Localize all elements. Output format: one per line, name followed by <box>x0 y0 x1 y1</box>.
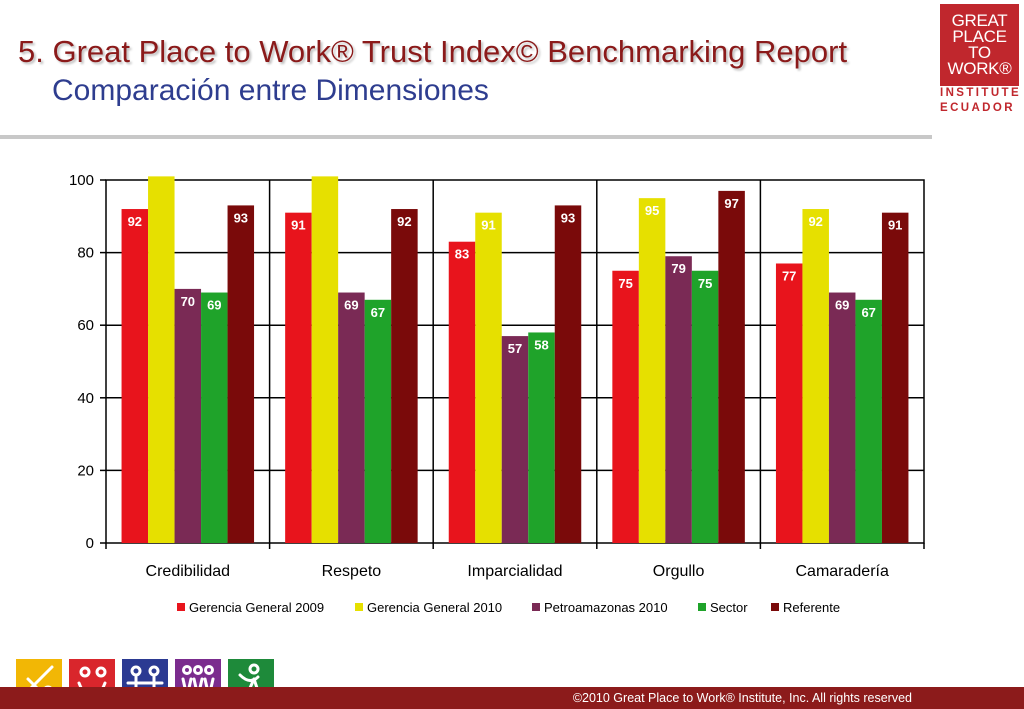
bar <box>121 209 149 543</box>
bar <box>718 190 745 543</box>
data-label: 93 <box>561 210 575 225</box>
data-label: 93 <box>234 210 248 225</box>
legend-swatch <box>177 603 185 611</box>
x-tick-label: Credibilidad <box>146 563 231 580</box>
data-label: 69 <box>344 298 358 313</box>
y-tick-label: 20 <box>77 462 94 479</box>
data-label: 67 <box>371 305 385 320</box>
y-tick-label: 60 <box>77 317 94 334</box>
data-label: 77 <box>782 268 796 283</box>
legend-entry: Petroamazonas 2010 <box>544 600 668 615</box>
bar <box>201 292 228 543</box>
data-label: 79 <box>671 261 685 276</box>
bar <box>554 205 582 543</box>
data-label: 92 <box>397 214 411 229</box>
data-label: 95 <box>645 203 659 218</box>
gptw-logo: GREAT PLACE TO WORK® <box>940 4 1019 86</box>
bar <box>285 212 312 544</box>
bar <box>311 176 339 543</box>
copyright-text: ©2010 Great Place to Work® Institute, In… <box>572 691 912 705</box>
data-label: 67 <box>861 305 875 320</box>
bar <box>528 332 555 543</box>
bar-chart: 0 20 40 60 80 100 92 70 69 93 Credibilidad 91 69 67 92… <box>69 172 925 615</box>
page-subtitle: Comparación entre Dimensiones <box>52 74 489 107</box>
logo-sub-ecuador: ECUADOR <box>940 102 1015 114</box>
logo-sub-institute: INSTITUTE <box>940 87 1022 99</box>
logo-line: TO <box>968 43 991 62</box>
legend-swatch <box>355 603 363 611</box>
bar <box>638 198 666 543</box>
bar <box>338 292 365 543</box>
logo-line: WORK® <box>947 59 1012 78</box>
bar <box>775 263 803 543</box>
data-label: 97 <box>724 196 738 211</box>
bar <box>665 256 692 543</box>
logo-line: PLACE <box>952 27 1007 46</box>
data-label: 69 <box>207 298 221 313</box>
legend-entry: Sector <box>710 600 748 615</box>
data-label: 91 <box>888 218 902 233</box>
data-label: 70 <box>181 294 195 309</box>
bar <box>174 288 202 543</box>
legend-swatch <box>771 603 779 611</box>
legend-swatch <box>532 603 540 611</box>
bar <box>691 270 719 543</box>
legend-swatch <box>698 603 706 611</box>
bar <box>391 209 418 543</box>
bar <box>855 299 882 543</box>
data-label: 91 <box>481 218 495 233</box>
data-label: 58 <box>534 337 548 352</box>
x-tick-label: Imparcialidad <box>467 563 562 580</box>
x-tick-label: Camaradería <box>796 563 889 580</box>
bar <box>448 241 476 543</box>
bar <box>364 299 392 543</box>
bar <box>227 205 255 543</box>
data-label: 92 <box>128 214 142 229</box>
bar <box>881 212 909 544</box>
data-label: 75 <box>698 276 712 291</box>
x-tick-label: Respeto <box>322 563 382 580</box>
bar <box>475 212 502 544</box>
legend-entry: Referente <box>783 600 840 615</box>
footer-bar <box>0 687 1024 709</box>
bar <box>501 336 529 543</box>
bar <box>802 209 829 543</box>
data-label: 75 <box>618 276 632 291</box>
bar <box>148 176 175 543</box>
bar <box>828 292 856 543</box>
y-tick-label: 0 <box>86 535 94 552</box>
y-tick-label: 40 <box>77 390 94 407</box>
data-label: 69 <box>835 298 849 313</box>
data-label: 92 <box>808 214 822 229</box>
page-title: 5. Great Place to Work® Trust Index© Ben… <box>18 34 848 69</box>
x-tick-label: Orgullo <box>653 563 705 580</box>
legend-entry: Gerencia General 2010 <box>367 600 502 615</box>
y-tick-label: 80 <box>77 245 94 262</box>
logo-line: GREAT <box>951 11 1008 30</box>
header-divider <box>0 135 932 139</box>
legend-entry: Gerencia General 2009 <box>189 600 324 615</box>
data-label: 83 <box>455 247 469 262</box>
bar <box>612 270 639 543</box>
y-tick-label: 100 <box>69 172 94 189</box>
logo-subtitle: INSTITUTE ECUADOR <box>940 86 1024 116</box>
data-label: 91 <box>291 218 305 233</box>
data-label: 57 <box>508 341 522 356</box>
